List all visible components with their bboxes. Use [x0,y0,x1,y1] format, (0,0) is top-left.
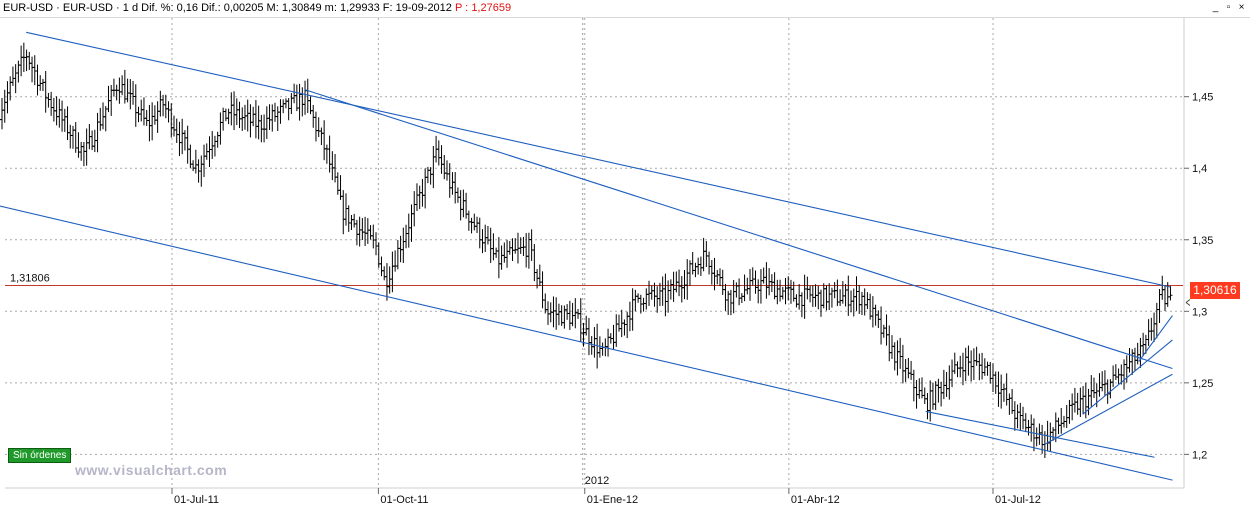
y-tick-label: 1,4 [1192,163,1207,175]
price-pointer-icon [1185,299,1191,306]
symbol-label: EUR-USD · EUR-USD · 1 d [3,2,139,14]
date-value: 19-09-2012 [395,2,452,14]
dif-pct-value: 0,16 [176,2,199,14]
minimize-icon[interactable]: _ [1212,2,1219,13]
year-marker-label: 2012 [585,475,609,487]
resistance-line-label: 1,31806 [10,272,50,284]
trend-line-rise-line-1 [1044,373,1173,445]
min-label: m: [324,2,337,14]
ohlc-bar [0,119,2,121]
price-value: 1,27659 [471,2,512,14]
x-tick-label: 01-Jul-11 [174,494,219,506]
quote-header: EUR-USD · EUR-USD · 1 d Dif. %: 0,16 Dif… [0,0,1250,18]
dif-value: 0,00205 [223,2,264,14]
orders-badge[interactable]: Sin órdenes [8,448,72,463]
x-tick-label: 01-Abr-12 [791,494,840,506]
max-value: 1,30849 [281,2,322,14]
y-tick-label: 1,35 [1192,235,1213,247]
max-label: M: [266,2,279,14]
x-tick-label: 01-Jul-12 [995,494,1041,506]
current-price-tag: 1,30616 [1190,282,1240,299]
dif-label: Dif.: [201,2,221,14]
x-tick-label: 01-Ene-12 [587,494,638,506]
plot-area [5,18,1183,488]
x-tick-label: 01-Oct-11 [380,494,428,506]
price-label: P : [454,2,469,14]
watermark: www.visualchart.com [75,462,228,478]
close-icon[interactable]: × [1238,2,1245,13]
trend-line-upper-channel [26,31,1171,288]
trend-line-mid-channel [304,89,1173,370]
y-tick-label: 1,2 [1192,449,1207,461]
dif-pct-label: Dif. %: [141,2,174,14]
trend-line-rise-line-3 [1138,315,1173,362]
date-label: F: [382,2,393,14]
trend-line-lower-channel [0,205,1173,481]
trend-line-recent-support [925,410,1155,458]
y-tick-label: 1,25 [1192,378,1213,390]
restore-icon[interactable]: ▫ [1226,2,1231,13]
min-value: 1,29933 [339,2,380,14]
ohlc-bar [0,97,5,130]
trend-line-rise-line-2 [1082,339,1173,415]
y-tick-label: 1,45 [1192,92,1213,104]
y-tick-label: 1,3 [1192,306,1207,318]
ohlc-bar [1168,286,1173,301]
